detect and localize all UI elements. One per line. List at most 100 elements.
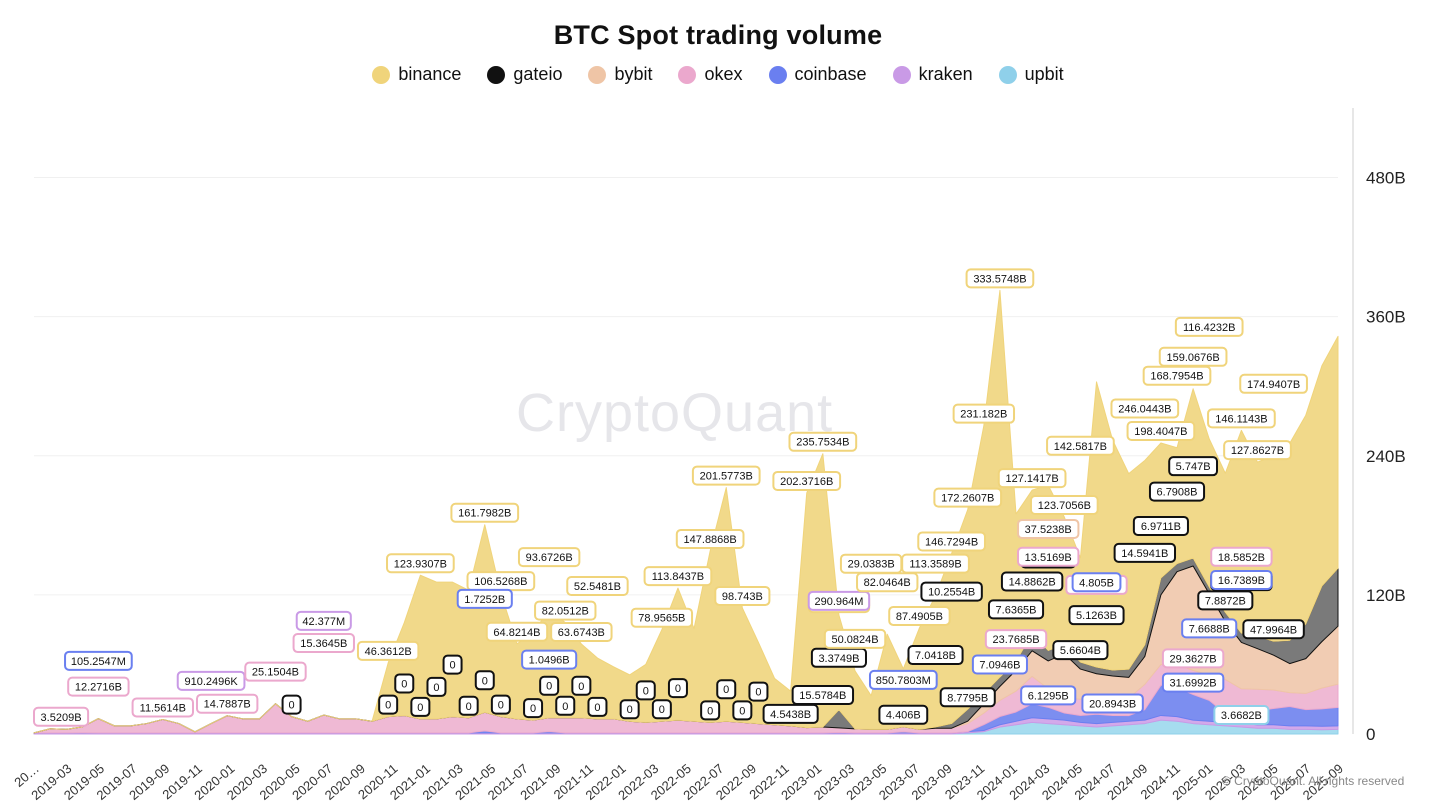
- data-label: 93.6726B: [517, 547, 581, 568]
- data-label: 159.0676B: [1158, 346, 1228, 367]
- legend-label: binance: [398, 64, 462, 84]
- data-label: 127.1417B: [997, 468, 1067, 489]
- data-label-box: [791, 685, 855, 706]
- data-label-box: [566, 576, 629, 597]
- data-label: 168.7954B: [1142, 365, 1212, 386]
- data-label-text: 3.3749B: [818, 653, 859, 665]
- data-label: 4.5438B: [762, 703, 819, 724]
- data-label: 174.9407B: [1239, 373, 1308, 394]
- data-label-box: [521, 649, 578, 670]
- data-label: 50.0824B: [823, 628, 887, 649]
- data-label: 98.743B: [714, 585, 771, 606]
- data-label: 146.7294B: [917, 531, 986, 552]
- data-label: 37.5238B: [1017, 518, 1080, 539]
- legend-item-bybit[interactable]: bybit: [588, 64, 652, 85]
- data-label-text: 168.7954B: [1150, 371, 1203, 383]
- data-label-box: [920, 581, 983, 602]
- data-label-text: 113.8437B: [652, 571, 704, 583]
- data-label: 14.8862B: [1000, 571, 1064, 592]
- legend-item-coinbase[interactable]: coinbase: [768, 64, 867, 85]
- data-label-text: 0: [562, 701, 568, 713]
- data-label: 910.2496K: [176, 670, 246, 691]
- data-label: 8.7795B: [939, 687, 996, 708]
- data-label-box: [1239, 373, 1308, 394]
- data-label: 290.964M: [807, 590, 871, 611]
- data-label: 0: [523, 698, 544, 719]
- y-tick-label: 480B: [1366, 169, 1406, 188]
- data-label: 0: [651, 699, 672, 720]
- data-label: 64.8214B: [485, 621, 549, 642]
- data-label-text: 850.7803M: [876, 675, 931, 687]
- data-label: 7.8872B: [1197, 590, 1254, 611]
- data-label: 0: [474, 670, 495, 691]
- data-label: 87.4905B: [888, 605, 951, 626]
- data-label-text: 333.5748B: [973, 273, 1026, 285]
- legend: binance gateio bybit okex coinbase kraken upbi…: [0, 64, 1436, 85]
- data-label-text: 0: [707, 705, 713, 717]
- legend-item-okex[interactable]: okex: [678, 64, 743, 85]
- legend-item-gateio[interactable]: gateio: [487, 64, 562, 85]
- data-label-text: 0: [450, 660, 456, 672]
- data-label-text: 159.0676B: [1167, 352, 1220, 364]
- data-label: 116.4232B: [1174, 316, 1244, 337]
- data-label: 3.3749B: [810, 647, 867, 668]
- data-label-box: [901, 553, 970, 574]
- data-label-text: 235.7534B: [796, 437, 849, 449]
- data-label-text: 910.2496K: [184, 676, 238, 688]
- data-label-box: [807, 590, 871, 611]
- data-label-text: 6.1295B: [1028, 690, 1069, 702]
- data-label-text: 14.5941B: [1121, 548, 1168, 560]
- data-label-text: 0: [659, 704, 665, 716]
- data-label-box: [67, 676, 130, 697]
- data-label: 0: [378, 694, 399, 715]
- data-label-text: 0: [417, 702, 423, 714]
- data-label-box: [1081, 693, 1144, 714]
- data-label: 31.6992B: [1161, 672, 1225, 693]
- data-label-box: [619, 699, 640, 720]
- legend-item-kraken[interactable]: kraken: [892, 64, 973, 85]
- data-label: 127.8627B: [1223, 440, 1292, 461]
- data-label-text: 0: [643, 685, 649, 697]
- data-label: 0: [732, 700, 753, 721]
- data-label-box: [64, 650, 133, 671]
- data-label-box: [952, 403, 1016, 424]
- data-label-text: 37.5238B: [1025, 524, 1072, 536]
- data-label-box: [1210, 546, 1273, 567]
- data-label-text: 47.9964B: [1250, 624, 1297, 636]
- legend-item-binance[interactable]: binance: [372, 64, 461, 85]
- data-label-box: [667, 678, 688, 699]
- data-label-text: 46.3612B: [365, 646, 412, 658]
- data-label-text: 161.7982B: [458, 508, 511, 520]
- legend-item-upbit[interactable]: upbit: [998, 64, 1064, 85]
- data-label-box: [571, 675, 592, 696]
- data-label-box: [1161, 648, 1225, 669]
- data-label: 14.7887B: [195, 693, 259, 714]
- data-label: 63.6743B: [550, 621, 613, 642]
- data-label-text: 4.5438B: [770, 709, 811, 721]
- data-label-box: [1020, 685, 1077, 706]
- data-label-text: 146.7294B: [925, 536, 978, 548]
- data-label: 0: [394, 673, 415, 694]
- data-label-text: 6.7908B: [1157, 487, 1198, 499]
- data-label: 123.9307B: [386, 553, 455, 574]
- data-label-text: 52.5481B: [574, 581, 621, 593]
- coinbase-swatch-icon: [768, 65, 787, 84]
- data-label-text: 201.5773B: [700, 471, 753, 483]
- data-label-box: [1242, 619, 1305, 640]
- data-label: 231.182B: [952, 403, 1016, 424]
- data-label-box: [691, 465, 761, 486]
- data-label-box: [534, 600, 597, 621]
- data-label-text: 0: [723, 684, 729, 696]
- data-label-box: [292, 633, 355, 654]
- data-label: 7.6365B: [987, 599, 1045, 620]
- data-label-text: 64.8214B: [493, 627, 540, 639]
- data-label-box: [394, 673, 415, 694]
- data-label: 0: [716, 679, 737, 700]
- data-label: 850.7803M: [868, 669, 938, 690]
- data-label-text: 3.6682B: [1221, 710, 1262, 722]
- data-label-text: 4.406B: [886, 710, 921, 722]
- data-label-text: 0: [675, 683, 681, 695]
- data-label-text: 78.9565B: [638, 613, 685, 625]
- data-label-text: 198.4047B: [1134, 426, 1187, 438]
- data-label: 82.0512B: [534, 600, 597, 621]
